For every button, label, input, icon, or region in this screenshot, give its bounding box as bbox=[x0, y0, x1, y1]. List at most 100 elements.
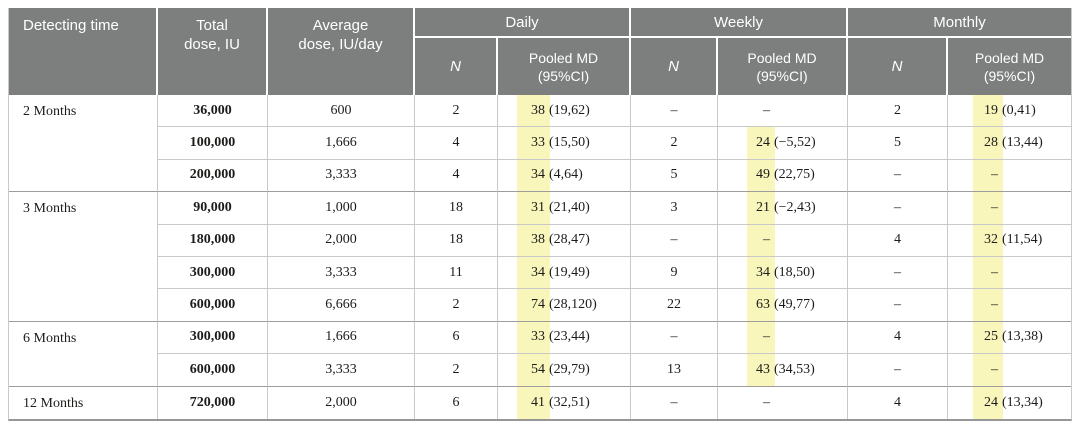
total-dose-cell: 180,000 bbox=[158, 224, 268, 257]
average-dose-cell: 3,333 bbox=[268, 256, 415, 290]
average-dose-cell: 1,666 bbox=[268, 321, 415, 355]
results-table: Detecting time Total dose, IU Average do… bbox=[8, 8, 1072, 421]
monthly-md-ci: (11,54) bbox=[1002, 232, 1043, 248]
total-dose-cell: 720,000 bbox=[158, 386, 268, 419]
table-row: 300,000 3,333 11 34 (19,49) 9 34 (18,50) – – bbox=[9, 256, 1071, 290]
weekly-n-cell: – bbox=[631, 95, 718, 128]
daily-n-cell: 6 bbox=[415, 386, 498, 419]
weekly-n-cell: 13 bbox=[631, 354, 718, 387]
monthly-n-cell: 5 bbox=[848, 127, 948, 160]
monthly-md-value: 25 bbox=[984, 329, 998, 345]
monthly-md-value: 19 bbox=[984, 102, 998, 118]
monthly-n-cell: – bbox=[848, 192, 948, 225]
weekly-n-cell: – bbox=[631, 321, 718, 355]
total-dose-cell: 200,000 bbox=[158, 159, 268, 193]
monthly-md-cell: 25 (13,38) bbox=[948, 322, 1071, 355]
total-dose-cell: 300,000 bbox=[158, 256, 268, 290]
highlight-stripe-weekly bbox=[747, 127, 775, 387]
table-row: 200,000 3,333 4 34 (4,64) 5 49 (22,75) – – bbox=[9, 159, 1071, 193]
col-header-detecting-time: Detecting time bbox=[9, 8, 158, 95]
monthly-md-cell: – bbox=[948, 192, 1071, 225]
table-row: 3 Months 90,000 1,000 18 31 (21,40) 3 21 (−2,43)… bbox=[9, 192, 1071, 322]
weekly-md-cell: – bbox=[718, 321, 848, 355]
weekly-md-cell: 21 (−2,43) bbox=[718, 192, 848, 225]
monthly-md-value: 24 bbox=[984, 394, 998, 410]
weekly-md-ci: (34,53) bbox=[774, 361, 815, 377]
monthly-md-value: 28 bbox=[984, 135, 998, 151]
highlight-stripe-monthly bbox=[973, 95, 1003, 419]
weekly-md-value: 34 bbox=[756, 264, 770, 280]
weekly-md-cell: 63 (49,77) bbox=[718, 289, 848, 322]
weekly-md-cell: 24 (−5,52) bbox=[718, 127, 848, 160]
weekly-n-cell: 22 bbox=[631, 289, 718, 322]
weekly-md-cell: – bbox=[718, 224, 848, 257]
weekly-n-cell: 3 bbox=[631, 192, 718, 225]
weekly-n-cell: 2 bbox=[631, 127, 718, 160]
table-row: 180,000 2,000 18 38 (28,47) – –4 32 (11,54) bbox=[9, 224, 1071, 257]
average-dose-cell: 600 bbox=[268, 95, 415, 128]
total-dose-cell: 100,000 bbox=[158, 127, 268, 160]
monthly-md-value: – bbox=[991, 264, 998, 280]
average-dose-cell: 3,333 bbox=[268, 354, 415, 387]
table-row: 2 Months 36,000 600 2 38 (19,62) – –2 19 (0,41) bbox=[9, 95, 1071, 193]
total-dose-cell: 90,000 bbox=[158, 192, 268, 225]
average-dose-cell: 1,666 bbox=[268, 127, 415, 160]
table-row: 12 Months 720,000 2,000 6 41 (32,51) – –4 24 (13,… bbox=[9, 386, 1071, 419]
subheader-monthly-n: N bbox=[848, 38, 948, 95]
weekly-md-value: 21 bbox=[756, 199, 770, 215]
subheader-weekly-md: Pooled MD (95%CI) bbox=[718, 38, 848, 95]
monthly-n-cell: 4 bbox=[848, 321, 948, 355]
weekly-md-value: 49 bbox=[756, 167, 770, 183]
monthly-md-value: 32 bbox=[984, 232, 998, 248]
daily-md-ci: (15,50) bbox=[549, 135, 590, 151]
weekly-n-cell: – bbox=[631, 224, 718, 257]
monthly-md-value: – bbox=[991, 199, 998, 215]
daily-md-value: 41 bbox=[531, 394, 545, 410]
monthly-md-ci: (13,34) bbox=[1002, 394, 1043, 410]
monthly-md-cell: – bbox=[948, 354, 1071, 387]
daily-md-ci: (28,120) bbox=[549, 297, 597, 313]
daily-md-cell: 33 (23,44) bbox=[498, 321, 631, 355]
daily-md-cell: 31 (21,40) bbox=[498, 192, 631, 225]
weekly-md-cell: 43 (34,53) bbox=[718, 354, 848, 387]
table-wrapper: Detecting time Total dose, IU Average do… bbox=[8, 8, 1072, 421]
group-header-daily: Daily bbox=[415, 8, 631, 38]
weekly-md-cell: – bbox=[718, 386, 848, 419]
monthly-md-cell: – bbox=[948, 289, 1071, 322]
subheader-weekly-n: N bbox=[631, 38, 718, 95]
daily-n-cell: 4 bbox=[415, 159, 498, 193]
group-header-weekly: Weekly bbox=[631, 8, 848, 38]
weekly-md-ci: (−5,52) bbox=[774, 135, 816, 151]
weekly-md-value: – bbox=[763, 232, 770, 248]
daily-n-cell: 2 bbox=[415, 289, 498, 322]
weekly-md-value: – bbox=[763, 102, 770, 118]
average-dose-cell: 2,000 bbox=[268, 224, 415, 257]
average-dose-cell: 2,000 bbox=[268, 386, 415, 419]
daily-md-ci: (32,51) bbox=[549, 394, 590, 410]
monthly-md-value: – bbox=[991, 297, 998, 313]
daily-md-cell: 38 (19,62) bbox=[498, 95, 631, 128]
weekly-md-value: – bbox=[763, 394, 770, 410]
daily-n-cell: 6 bbox=[415, 321, 498, 355]
total-dose-cell: 36,000 bbox=[158, 95, 268, 128]
subheader-monthly-md: Pooled MD (95%CI) bbox=[948, 38, 1071, 95]
daily-md-ci: (19,49) bbox=[549, 264, 590, 280]
weekly-n-cell: 9 bbox=[631, 256, 718, 290]
weekly-md-cell: 34 (18,50) bbox=[718, 256, 848, 290]
table-body: 2 Months 36,000 600 2 38 (19,62) – –2 19 (0,41) 10… bbox=[9, 95, 1071, 419]
daily-md-value: 31 bbox=[531, 199, 545, 215]
daily-md-cell: 54 (29,79) bbox=[498, 354, 631, 387]
monthly-md-value: – bbox=[991, 167, 998, 183]
monthly-n-cell: – bbox=[848, 159, 948, 193]
daily-n-cell: 11 bbox=[415, 256, 498, 290]
daily-md-value: 38 bbox=[531, 102, 545, 118]
daily-md-ci: (19,62) bbox=[549, 102, 590, 118]
col-header-total-dose: Total dose, IU bbox=[158, 8, 268, 95]
detecting-time-cell: 2 Months bbox=[9, 95, 158, 193]
weekly-md-cell: 49 (22,75) bbox=[718, 159, 848, 193]
daily-md-cell: 41 (32,51) bbox=[498, 386, 631, 419]
subheader-daily-n: N bbox=[415, 38, 498, 95]
daily-md-ci: (29,79) bbox=[549, 361, 590, 377]
total-dose-cell: 600,000 bbox=[158, 354, 268, 387]
monthly-n-cell: – bbox=[848, 354, 948, 387]
